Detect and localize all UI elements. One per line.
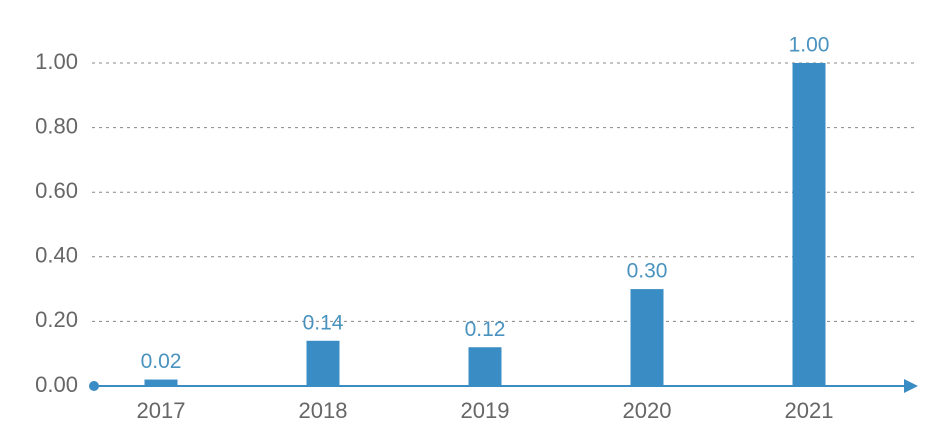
y-tick-label: 0.00 — [35, 372, 78, 397]
value-label: 0.12 — [465, 318, 506, 341]
axis-origin — [89, 381, 99, 391]
x-tick-label: 2020 — [623, 398, 672, 423]
y-tick-label: 0.20 — [35, 307, 78, 332]
y-tick-label: 0.40 — [35, 243, 78, 268]
y-tick-label: 0.60 — [35, 178, 78, 203]
bar — [306, 340, 340, 386]
bar — [792, 63, 826, 386]
bar — [144, 379, 178, 386]
value-label: 0.02 — [141, 350, 182, 373]
x-tick-label: 2017 — [137, 398, 186, 423]
y-tick-label: 0.80 — [35, 113, 78, 138]
axis-arrow — [904, 379, 918, 393]
bar — [468, 347, 502, 386]
value-label: 0.14 — [303, 311, 344, 334]
bar — [630, 289, 664, 386]
x-tick-label: 2018 — [299, 398, 348, 423]
value-label: 1.00 — [789, 34, 830, 57]
x-tick-label: 2019 — [461, 398, 510, 423]
value-label: 0.30 — [627, 260, 668, 283]
y-tick-label: 1.00 — [35, 49, 78, 74]
x-tick-label: 2021 — [785, 398, 834, 423]
